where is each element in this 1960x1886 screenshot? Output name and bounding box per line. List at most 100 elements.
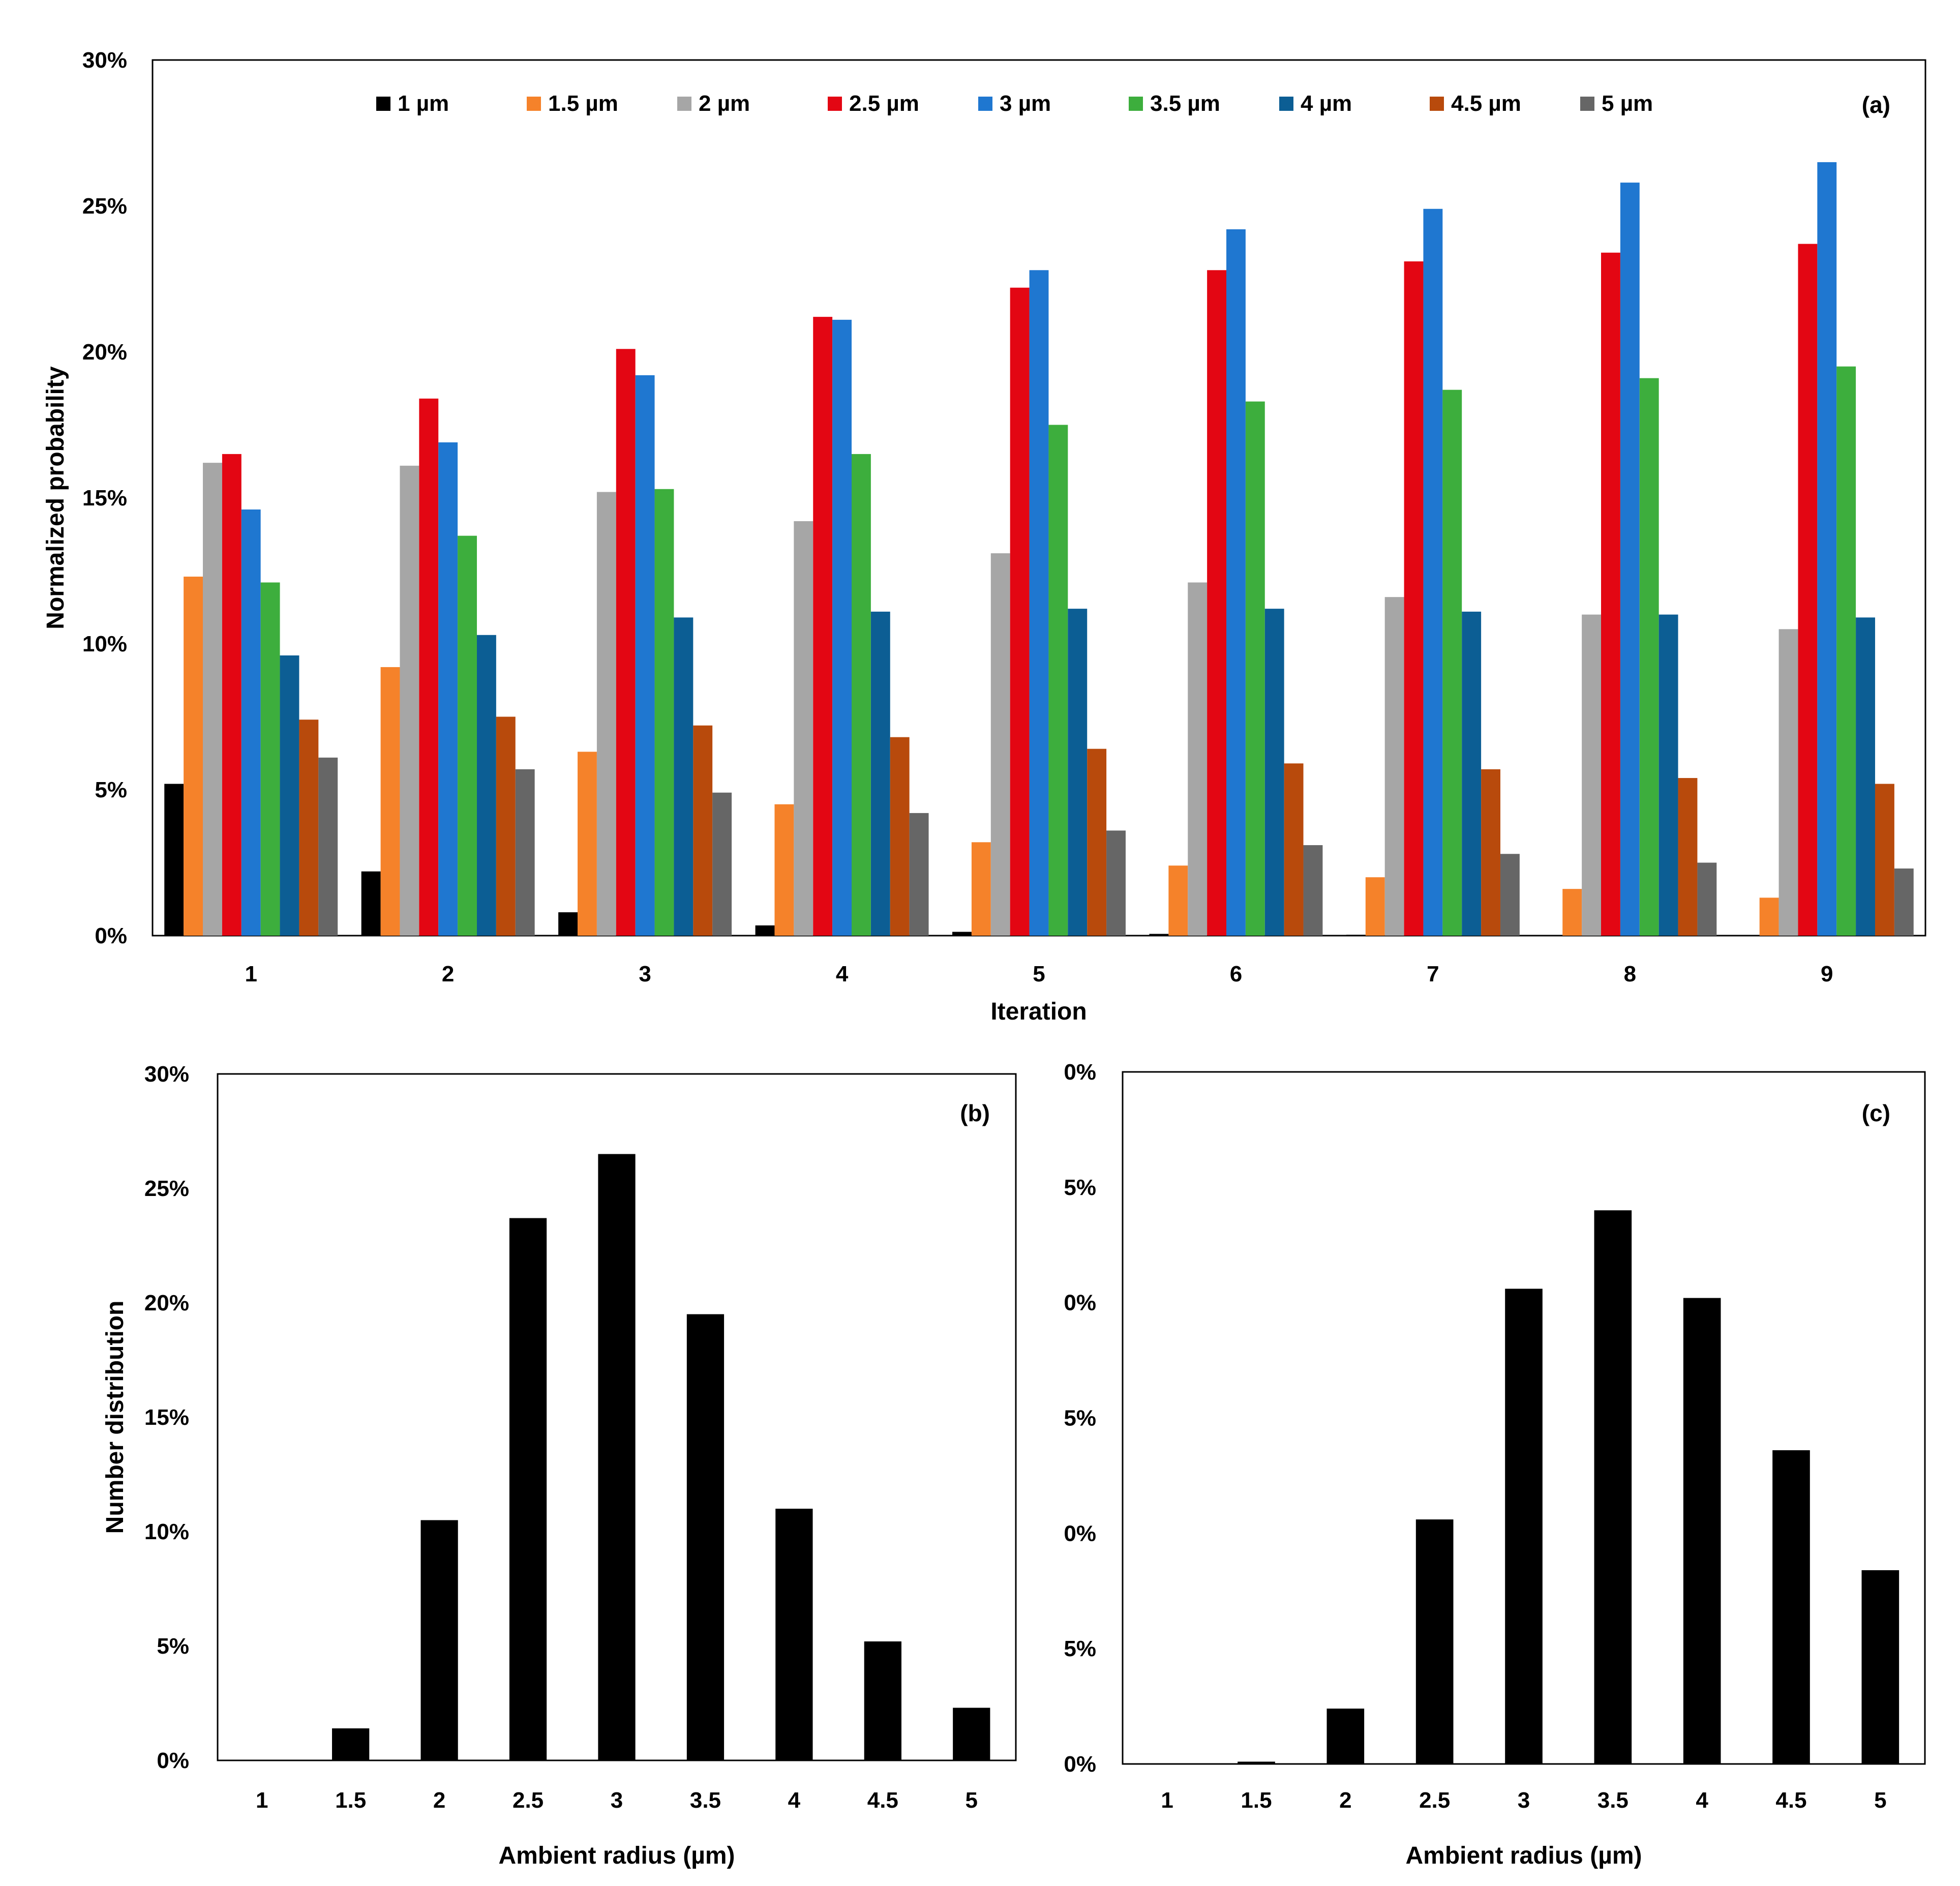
- legend-swatch: [828, 97, 842, 111]
- bar-1um-iter-1: [164, 784, 184, 936]
- legend-label: 1.5 µm: [548, 91, 618, 116]
- panel-c-y-tick-label: 0%: [1064, 1060, 1096, 1085]
- panel-a-y-tick-label: 30%: [82, 48, 127, 73]
- bar-1um-iter-2: [361, 871, 381, 936]
- legend-label: 2 µm: [699, 91, 750, 116]
- bar-3.5um-iter-7: [1442, 390, 1462, 936]
- bar-5um-iter-6: [1303, 845, 1323, 936]
- panel-c-chart: 0% 5% 0% 5% 0% 5% 0% 1 1.5 2 2.5 3 3.5 4 4.5 5 (c) Amb…: [1064, 1060, 1926, 1869]
- panel-c-x-tick-label: 2: [1339, 1788, 1351, 1813]
- panel-c-y-tick-label: 0%: [1064, 1291, 1096, 1315]
- bar-radius-5: [1861, 1570, 1899, 1764]
- bar-radius-3.5: [1594, 1210, 1632, 1764]
- bar-5um-iter-9: [1894, 868, 1914, 936]
- panel-b-x-tick-label: 2: [433, 1788, 445, 1813]
- bar-2.5um-iter-4: [813, 317, 833, 936]
- panel-c-y-tick-label: 5%: [1064, 1175, 1096, 1200]
- bar-4um-iter-8: [1659, 614, 1678, 936]
- panel-b-x-tick-label: 2.5: [512, 1788, 544, 1813]
- panel-a-x-tick-label: 9: [1821, 962, 1833, 986]
- panel-a-x-axis-title: Iteration: [990, 998, 1087, 1025]
- bar-2um-iter-1: [203, 463, 222, 936]
- bar-radius-1.5: [1238, 1761, 1275, 1764]
- panel-b-x-axis-title: Ambient radius (µm): [498, 1842, 735, 1869]
- bar-1um-iter-8: [1543, 935, 1563, 936]
- panel-b-x-tick-label: 3.5: [690, 1788, 721, 1813]
- bar-2.5um-iter-5: [1010, 287, 1030, 936]
- legend-swatch: [1279, 97, 1293, 111]
- bar-4um-iter-5: [1068, 609, 1088, 936]
- panel-a-y-tick-label: 20%: [82, 340, 127, 365]
- panel-b-x-tick-label: 3: [611, 1788, 623, 1813]
- panel-b-y-tick-label: 15%: [144, 1405, 189, 1430]
- panel-c-tag: (c): [1862, 1100, 1890, 1126]
- legend-label: 5 µm: [1602, 91, 1653, 116]
- panel-a-x-tick-label: 3: [639, 962, 651, 986]
- legend-label: 3.5 µm: [1150, 91, 1220, 116]
- bar-radius-3: [1505, 1289, 1543, 1764]
- panel-c-y-ticks: 0% 5% 0% 5% 0% 5% 0%: [1064, 1060, 1096, 1777]
- panel-a-x-tick-label: 8: [1624, 962, 1636, 986]
- panel-c-x-tick-label: 1.5: [1241, 1788, 1272, 1813]
- bar-2.5um-iter-7: [1404, 261, 1424, 936]
- bar-radius-4.5: [864, 1641, 901, 1760]
- panel-b-bars: [243, 1154, 990, 1760]
- bar-3um-iter-4: [832, 319, 852, 936]
- bar-2.5um-iter-3: [616, 349, 636, 936]
- bar-1um-iter-5: [952, 932, 972, 936]
- panel-b-y-tick-label: 30%: [144, 1062, 189, 1087]
- panel-b-y-tick-label: 0%: [157, 1748, 189, 1773]
- bar-2.5um-iter-1: [222, 454, 242, 936]
- bar-2.5um-iter-8: [1601, 252, 1620, 936]
- bar-3um-iter-7: [1423, 208, 1443, 936]
- bar-2.5um-iter-2: [419, 398, 439, 936]
- panel-a-x-ticks: 1 2 3 4 5 6 7 8 9: [245, 962, 1833, 986]
- bar-1um-iter-9: [1740, 935, 1760, 936]
- panel-b-x-tick-label: 1: [256, 1788, 268, 1813]
- bar-4.5um-iter-6: [1284, 763, 1304, 936]
- bar-3.5um-iter-9: [1836, 366, 1856, 936]
- bar-1.5um-iter-6: [1168, 865, 1188, 936]
- panel-c-bars: [1238, 1210, 1899, 1764]
- bar-4.5um-iter-3: [693, 725, 713, 936]
- bar-3um-iter-5: [1029, 270, 1049, 936]
- bar-4.5um-iter-4: [890, 737, 910, 936]
- bar-4.5um-iter-1: [299, 720, 319, 936]
- bar-5um-iter-4: [909, 813, 929, 936]
- bar-radius-2.5: [509, 1218, 547, 1760]
- panel-b-y-tick-label: 5%: [157, 1634, 189, 1659]
- bar-3um-iter-3: [635, 375, 655, 936]
- bar-1um-iter-7: [1346, 935, 1366, 936]
- panel-a-x-tick-label: 2: [442, 962, 454, 986]
- legend-swatch: [677, 97, 691, 111]
- bar-5um-iter-3: [712, 792, 732, 936]
- bar-radius-4: [1683, 1298, 1721, 1764]
- bar-2.5um-iter-9: [1798, 244, 1818, 936]
- bar-radius-2.5: [1415, 1519, 1454, 1764]
- panel-b-x-tick-label: 4.5: [867, 1788, 898, 1813]
- bar-2um-iter-9: [1778, 629, 1798, 936]
- bar-radius-2: [420, 1520, 458, 1760]
- bar-4um-iter-4: [870, 611, 890, 936]
- legend-swatch: [527, 97, 541, 111]
- legend-label: 1 µm: [398, 91, 449, 116]
- bar-2um-iter-6: [1188, 582, 1208, 936]
- panel-a-chart: 0% 5% 10% 15% 20% 25% 30% 1 2 3 4 5 6 7 8 9 1 µm 1.5 µm…: [42, 48, 1926, 1025]
- panel-c-x-tick-label: 4: [1696, 1788, 1708, 1813]
- bar-5um-iter-8: [1697, 862, 1717, 936]
- bar-radius-2: [1326, 1709, 1365, 1764]
- panel-c-x-axis-title: Ambient radius (µm): [1405, 1842, 1642, 1869]
- panel-a-bars: [164, 162, 1914, 936]
- panel-a-legend: 1 µm 1.5 µm 2 µm 2.5 µm 3 µm 3.5 µm 4 µm 4.5 µm…: [376, 91, 1653, 116]
- bar-4.5um-iter-9: [1875, 784, 1894, 936]
- panel-b-x-tick-label: 5: [966, 1788, 978, 1813]
- bar-1um-iter-6: [1149, 934, 1169, 936]
- panel-b-y-tick-label: 10%: [144, 1519, 189, 1544]
- panel-b-y-tick-label: 20%: [144, 1291, 189, 1315]
- panel-c-x-tick-label: 3: [1518, 1788, 1530, 1813]
- panel-a-x-tick-label: 7: [1427, 962, 1439, 986]
- bar-3.5um-iter-2: [458, 535, 477, 936]
- bar-1.5um-iter-2: [380, 667, 400, 936]
- bar-4um-iter-3: [674, 617, 693, 936]
- bar-2um-iter-2: [400, 465, 419, 936]
